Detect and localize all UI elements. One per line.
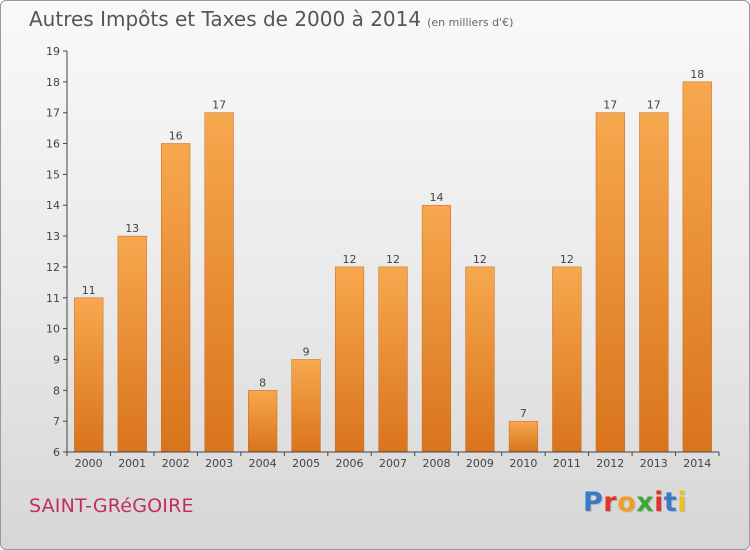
x-tick-label-2010: 2010 bbox=[509, 457, 537, 470]
chart-title-text: Autres Impôts et Taxes de 2000 à 2014 bbox=[29, 7, 422, 31]
bar-2012 bbox=[595, 112, 625, 453]
x-tick-label-2003: 2003 bbox=[205, 457, 233, 470]
bar-2013 bbox=[639, 112, 669, 453]
data-label-2002: 16 bbox=[169, 130, 183, 143]
bar-2001 bbox=[117, 235, 147, 453]
bar-2009 bbox=[465, 266, 495, 453]
logo-letter: t bbox=[663, 487, 678, 518]
y-tick-label-12: 12 bbox=[46, 261, 60, 274]
bar-2010 bbox=[508, 420, 539, 453]
y-tick-label-6: 6 bbox=[53, 446, 60, 459]
bar-2002 bbox=[161, 143, 191, 453]
x-tick-label-2009: 2009 bbox=[466, 457, 494, 470]
logo-letter: o bbox=[617, 487, 637, 518]
bar-2005 bbox=[291, 359, 321, 453]
y-tick-label-15: 15 bbox=[46, 168, 60, 181]
logo-letter: x bbox=[636, 487, 655, 518]
bar-2014 bbox=[682, 81, 712, 453]
data-label-2006: 12 bbox=[343, 253, 357, 266]
y-tick-label-13: 13 bbox=[46, 230, 60, 243]
logo-letter: i bbox=[677, 487, 688, 518]
data-label-2014: 18 bbox=[690, 68, 704, 81]
data-label-2009: 12 bbox=[473, 253, 487, 266]
axes-group: 2000 2001 2002 2003 2004 2005 2006 2007 2008 2009… bbox=[46, 45, 720, 470]
data-label-2013: 17 bbox=[647, 99, 661, 112]
logo-letter: P bbox=[583, 487, 604, 518]
y-tick-label-19: 19 bbox=[46, 45, 60, 58]
bar-2008 bbox=[421, 204, 452, 453]
logo-letter: i bbox=[654, 487, 664, 518]
x-tick-label-2004: 2004 bbox=[249, 457, 277, 470]
bar-2006 bbox=[334, 266, 365, 453]
x-tick-label-2014: 2014 bbox=[683, 457, 711, 470]
y-tick-label-14: 14 bbox=[46, 199, 60, 212]
x-tick-label-2001: 2001 bbox=[118, 457, 146, 470]
proxiti-logo: Proxiti bbox=[583, 487, 687, 518]
y-tick-label-16: 16 bbox=[46, 138, 60, 151]
data-label-2012: 17 bbox=[603, 99, 617, 112]
bar-2000 bbox=[74, 297, 104, 453]
data-label-2003: 17 bbox=[212, 99, 226, 112]
data-label-2011: 12 bbox=[560, 253, 574, 266]
x-tick-label-2002: 2002 bbox=[162, 457, 190, 470]
y-tick-label-11: 11 bbox=[46, 292, 60, 305]
y-tick-label-8: 8 bbox=[53, 384, 60, 397]
y-tick-label-7: 7 bbox=[53, 415, 60, 428]
y-tick-label-9: 9 bbox=[53, 354, 60, 367]
x-tick-label-2008: 2008 bbox=[423, 457, 451, 470]
y-tick-label-10: 10 bbox=[46, 323, 60, 336]
x-tick-label-2007: 2007 bbox=[379, 457, 407, 470]
x-tick-label-2012: 2012 bbox=[596, 457, 624, 470]
bars-group: 11 13 16 17 8 9 12 12 14 12 7 12 17 17 18 bbox=[74, 68, 712, 453]
x-tick-label-2013: 2013 bbox=[640, 457, 668, 470]
chart-title: Autres Impôts et Taxes de 2000 à 2014 (en… bbox=[29, 7, 513, 31]
bar-2003 bbox=[204, 112, 234, 453]
commune-name: SAINT-GRéGOIRE bbox=[29, 495, 194, 517]
data-label-2010: 7 bbox=[520, 407, 527, 420]
data-label-2007: 12 bbox=[386, 253, 400, 266]
x-tick-label-2000: 2000 bbox=[75, 457, 103, 470]
chart-unit: (en milliers d'€) bbox=[427, 16, 514, 29]
bar-2004 bbox=[248, 390, 278, 453]
data-label-2000: 11 bbox=[82, 284, 96, 297]
data-label-2005: 9 bbox=[303, 346, 310, 359]
bar-2011 bbox=[552, 266, 582, 453]
x-tick-label-2011: 2011 bbox=[553, 457, 581, 470]
x-tick-label-2005: 2005 bbox=[292, 457, 320, 470]
bar-2007 bbox=[378, 266, 408, 453]
y-tick-label-18: 18 bbox=[46, 76, 60, 89]
logo-letter: r bbox=[603, 487, 618, 518]
x-tick-label-2006: 2006 bbox=[336, 457, 364, 470]
data-label-2004: 8 bbox=[259, 376, 266, 389]
y-tick-label-17: 17 bbox=[46, 107, 60, 120]
data-label-2001: 13 bbox=[125, 222, 139, 235]
data-label-2008: 14 bbox=[430, 191, 444, 204]
